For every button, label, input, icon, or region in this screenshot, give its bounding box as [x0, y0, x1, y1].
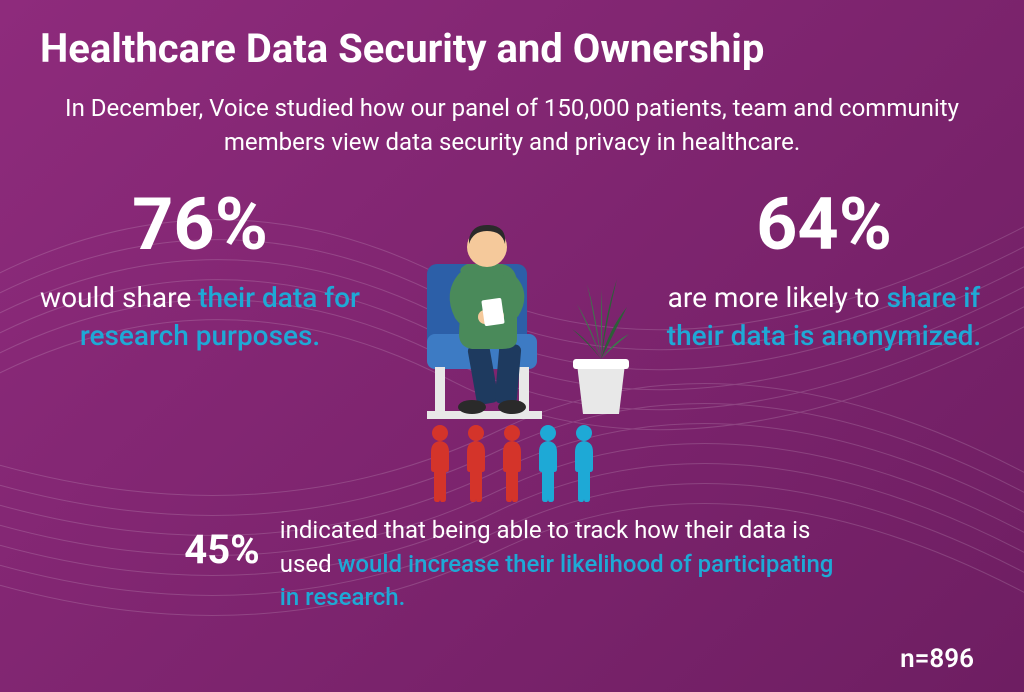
person-figure-icon: [425, 424, 455, 504]
stat-bottom-text: indicated that being able to track how t…: [280, 514, 840, 615]
sample-size-label: n=896: [900, 644, 974, 674]
person-figure-icon: [569, 424, 599, 504]
person-figure-icon: [497, 424, 527, 504]
stat-right-white: are more likely to: [668, 281, 887, 314]
person-figure-icon: [533, 424, 563, 504]
stat-left-text: would share their data for research purp…: [40, 279, 360, 355]
stat-bottom-percent: 45%: [184, 514, 259, 573]
people-figures-row: [425, 424, 599, 504]
stat-right: 64% are more likely to share if their da…: [664, 189, 984, 355]
bottom-section: 45% indicated that being able to track h…: [40, 514, 984, 615]
person-chair-illustration: [377, 189, 647, 429]
stats-row: 76% would share their data for research …: [40, 189, 984, 429]
stat-left-percent: 76%: [40, 189, 360, 261]
page-title: Healthcare Data Security and Ownership: [40, 25, 984, 72]
stat-bottom-blue: would increase their likelihood of parti…: [280, 550, 834, 612]
person-sitting-icon: [377, 189, 647, 429]
stat-left: 76% would share their data for research …: [40, 189, 360, 355]
subtitle-text: In December, Voice studied how our panel…: [52, 92, 972, 159]
stat-right-percent: 64%: [664, 189, 984, 261]
stat-right-text: are more likely to share if their data i…: [664, 279, 984, 355]
stat-left-white: would share: [40, 281, 198, 314]
bottom-stat: 45% indicated that being able to track h…: [40, 514, 984, 615]
infographic-container: Healthcare Data Security and Ownership I…: [0, 0, 1024, 692]
person-figure-icon: [461, 424, 491, 504]
